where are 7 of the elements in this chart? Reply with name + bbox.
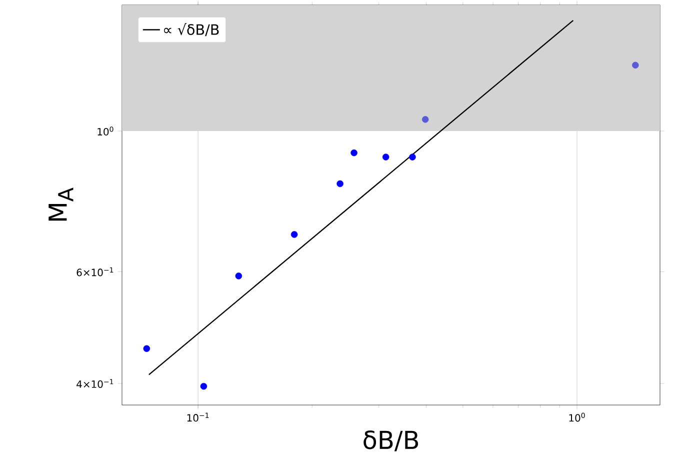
legend-label: ∝ √δB/B (164, 23, 219, 36)
y-axis-title: M$_{A}$ (48, 188, 74, 221)
y-tick-label: 6×10$^{−1}$ (76, 267, 114, 276)
y-tick-label: 4×10$^{−1}$ (76, 379, 114, 388)
x-tick-label: 10$^{−1}$ (187, 412, 209, 422)
y-tick-label: 10$^{0}$ (98, 126, 114, 136)
x-axis-title: δB/B (364, 430, 418, 452)
